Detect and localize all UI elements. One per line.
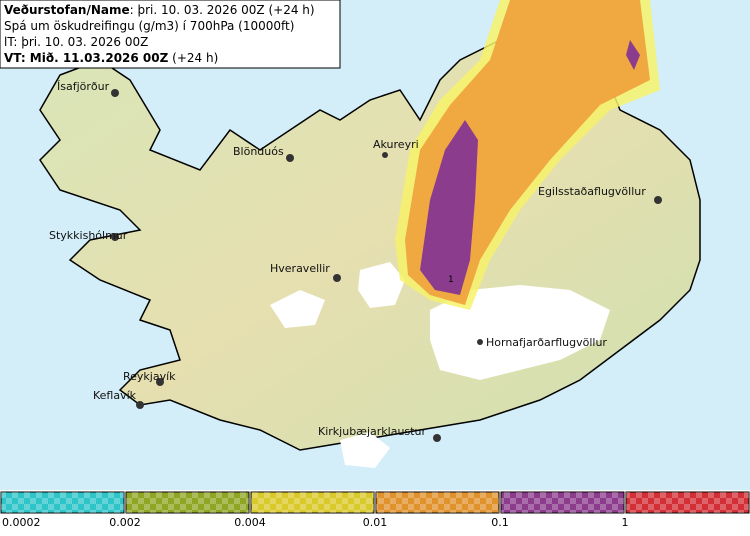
ash-plume: [395, 0, 660, 310]
place-label: Akureyri: [373, 138, 419, 151]
header-value: : þri. 10. 03. 2026 00Z (+24 h): [130, 3, 315, 17]
legend-swatch-pattern: [626, 492, 749, 513]
legend: 0.0002 0.002 0.004 0.01 0.1 1: [0, 491, 750, 529]
legend-label: 0.01: [363, 516, 388, 529]
contour-label: 1: [448, 275, 454, 285]
header-box: [0, 0, 341, 69]
place-label: Ísafjörður: [57, 80, 110, 93]
legend-label: 0.002: [109, 516, 141, 529]
header-value: (+24 h): [168, 51, 218, 65]
legend-label: 0.0002: [2, 516, 41, 529]
legend-swatch-pattern: [376, 492, 499, 513]
place-label: Hveravellir: [270, 262, 330, 275]
place-label: Blönduós: [233, 145, 284, 158]
header-label: Veðurstofan/Name: [4, 3, 130, 17]
legend-swatch-pattern: [501, 492, 624, 513]
place-label: Keflavík: [93, 389, 137, 402]
place-label: Reykjavík: [123, 370, 176, 383]
place-markers: [111, 89, 662, 442]
glaciers: [270, 262, 610, 468]
place-label: Kirkjubæjarklaustur: [318, 425, 426, 438]
header-line: VT: Mið. 11.03.2026 00Z (+24 h): [4, 51, 218, 65]
legend-label: 0.1: [491, 516, 509, 529]
header-line: Spá um öskudreifingu (g/m3) í 700hPa (10…: [4, 19, 294, 33]
place-label: Egilsstaðaflugvöllur: [538, 185, 646, 198]
legend-label: 0.004: [234, 516, 266, 529]
legend-swatch-pattern: [126, 492, 249, 513]
legend-swatch-pattern: [1, 492, 124, 513]
header-label: VT: Mið. 11.03.2026 00Z: [4, 51, 169, 65]
legend-swatch-pattern: [251, 492, 374, 513]
legend-label: 1: [622, 516, 629, 529]
header-line: lT: þri. 10. 03. 2026 00Z: [4, 35, 148, 49]
place-label: Stykkishólmur: [49, 229, 128, 242]
place-label: Hornafjarðarflugvöllur: [486, 336, 607, 349]
header-line: Veðurstofan/Name: þri. 10. 03. 2026 00Z …: [4, 3, 315, 17]
